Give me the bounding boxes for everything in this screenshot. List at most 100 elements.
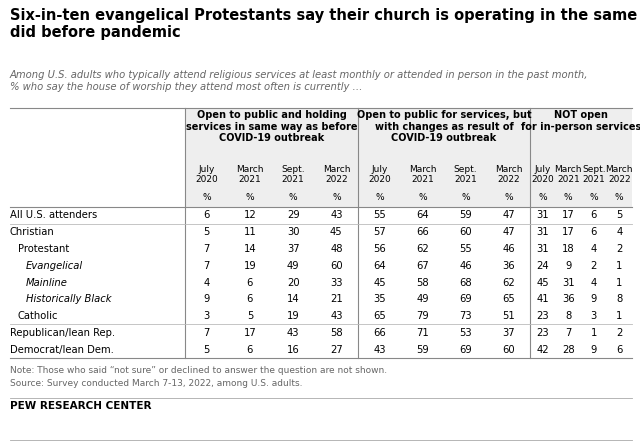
Text: 55: 55: [459, 244, 472, 254]
Text: 71: 71: [416, 328, 429, 338]
Text: March
2021: March 2021: [236, 165, 264, 184]
Text: 7: 7: [565, 328, 572, 338]
Text: 16: 16: [287, 345, 300, 355]
Text: 3: 3: [204, 311, 210, 321]
Text: Democrat/lean Dem.: Democrat/lean Dem.: [10, 345, 114, 355]
Text: 7: 7: [204, 261, 210, 271]
Text: 41: 41: [536, 294, 549, 304]
Text: 1: 1: [616, 278, 623, 288]
Text: Mainline: Mainline: [26, 278, 68, 288]
Text: 20: 20: [287, 278, 300, 288]
Text: 21: 21: [330, 294, 343, 304]
Text: NOT open
for in-person services: NOT open for in-person services: [521, 110, 640, 131]
Text: 62: 62: [502, 278, 515, 288]
Text: 9: 9: [591, 294, 597, 304]
Text: 37: 37: [502, 328, 515, 338]
Text: 47: 47: [502, 227, 515, 237]
Text: 29: 29: [287, 210, 300, 220]
Text: 64: 64: [373, 261, 386, 271]
Text: 2: 2: [616, 328, 623, 338]
Text: 43: 43: [287, 328, 300, 338]
Text: 2: 2: [591, 261, 597, 271]
Text: 51: 51: [502, 311, 515, 321]
Text: 9: 9: [565, 261, 572, 271]
Text: 31: 31: [536, 210, 549, 220]
Text: 42: 42: [536, 345, 549, 355]
Text: 17: 17: [562, 227, 575, 237]
Text: 37: 37: [287, 244, 300, 254]
Text: 62: 62: [416, 244, 429, 254]
Text: 57: 57: [373, 227, 386, 237]
Text: Sept.
2021: Sept. 2021: [454, 165, 477, 184]
Text: 23: 23: [536, 328, 549, 338]
Text: Note: Those who said “not sure” or declined to answer the question are not shown: Note: Those who said “not sure” or decli…: [10, 366, 387, 375]
Text: Sept.
2021: Sept. 2021: [582, 165, 605, 184]
Text: %: %: [202, 193, 211, 202]
Text: 4: 4: [591, 244, 597, 254]
Text: March
2022: March 2022: [323, 165, 350, 184]
Text: 60: 60: [459, 227, 472, 237]
Text: %: %: [564, 193, 573, 202]
Text: 45: 45: [330, 227, 342, 237]
Text: 35: 35: [373, 294, 386, 304]
Text: 2: 2: [616, 244, 623, 254]
Text: 24: 24: [536, 261, 549, 271]
Text: 66: 66: [373, 328, 386, 338]
Text: 60: 60: [502, 345, 515, 355]
Text: 27: 27: [330, 345, 343, 355]
Text: Among U.S. adults who typically attend religious services at least monthly or at: Among U.S. adults who typically attend r…: [10, 70, 588, 91]
Text: 4: 4: [591, 278, 597, 288]
Text: %: %: [332, 193, 340, 202]
Text: Christian: Christian: [10, 227, 55, 237]
Text: 43: 43: [330, 311, 342, 321]
Text: 9: 9: [591, 345, 597, 355]
Text: 5: 5: [616, 210, 623, 220]
Text: 65: 65: [373, 311, 386, 321]
Text: 68: 68: [459, 278, 472, 288]
Bar: [358, 108, 530, 207]
Text: 46: 46: [459, 261, 472, 271]
Text: 11: 11: [243, 227, 256, 237]
Text: Protestant: Protestant: [18, 244, 69, 254]
Text: 47: 47: [502, 210, 515, 220]
Text: 14: 14: [287, 294, 300, 304]
Text: 56: 56: [373, 244, 386, 254]
Text: 67: 67: [416, 261, 429, 271]
Text: 1: 1: [591, 328, 597, 338]
Text: 19: 19: [243, 261, 256, 271]
Text: %: %: [504, 193, 513, 202]
Text: All U.S. attenders: All U.S. attenders: [10, 210, 97, 220]
Text: 7: 7: [204, 328, 210, 338]
Text: Evangelical: Evangelical: [26, 261, 83, 271]
Text: Source: Survey conducted March 7-13, 2022, among U.S. adults.: Source: Survey conducted March 7-13, 202…: [10, 379, 303, 388]
Text: 45: 45: [536, 278, 549, 288]
Text: 12: 12: [243, 210, 256, 220]
Text: %: %: [538, 193, 547, 202]
Text: 6: 6: [246, 294, 253, 304]
Text: Six-in-ten evangelical Protestants say their church is operating in the same way: Six-in-ten evangelical Protestants say t…: [10, 8, 640, 40]
Text: 6: 6: [591, 227, 597, 237]
Text: 73: 73: [459, 311, 472, 321]
Text: 48: 48: [330, 244, 342, 254]
Text: 60: 60: [330, 261, 342, 271]
Text: Historically Black: Historically Black: [26, 294, 111, 304]
Text: 17: 17: [243, 328, 256, 338]
Text: 36: 36: [562, 294, 575, 304]
Text: 4: 4: [616, 227, 622, 237]
Text: 28: 28: [562, 345, 575, 355]
Text: 59: 59: [459, 210, 472, 220]
Text: 43: 43: [330, 210, 342, 220]
Text: %: %: [418, 193, 427, 202]
Text: Open to public for services, but
with changes as result of
COVID-19 outbreak: Open to public for services, but with ch…: [356, 110, 531, 143]
Text: March
2022: March 2022: [605, 165, 633, 184]
Text: %: %: [615, 193, 623, 202]
Text: 30: 30: [287, 227, 300, 237]
Text: 6: 6: [204, 210, 210, 220]
Text: %: %: [589, 193, 598, 202]
Text: 59: 59: [416, 345, 429, 355]
Text: 43: 43: [373, 345, 386, 355]
Text: 17: 17: [562, 210, 575, 220]
Text: 8: 8: [616, 294, 622, 304]
Text: 69: 69: [459, 345, 472, 355]
Text: 49: 49: [287, 261, 300, 271]
